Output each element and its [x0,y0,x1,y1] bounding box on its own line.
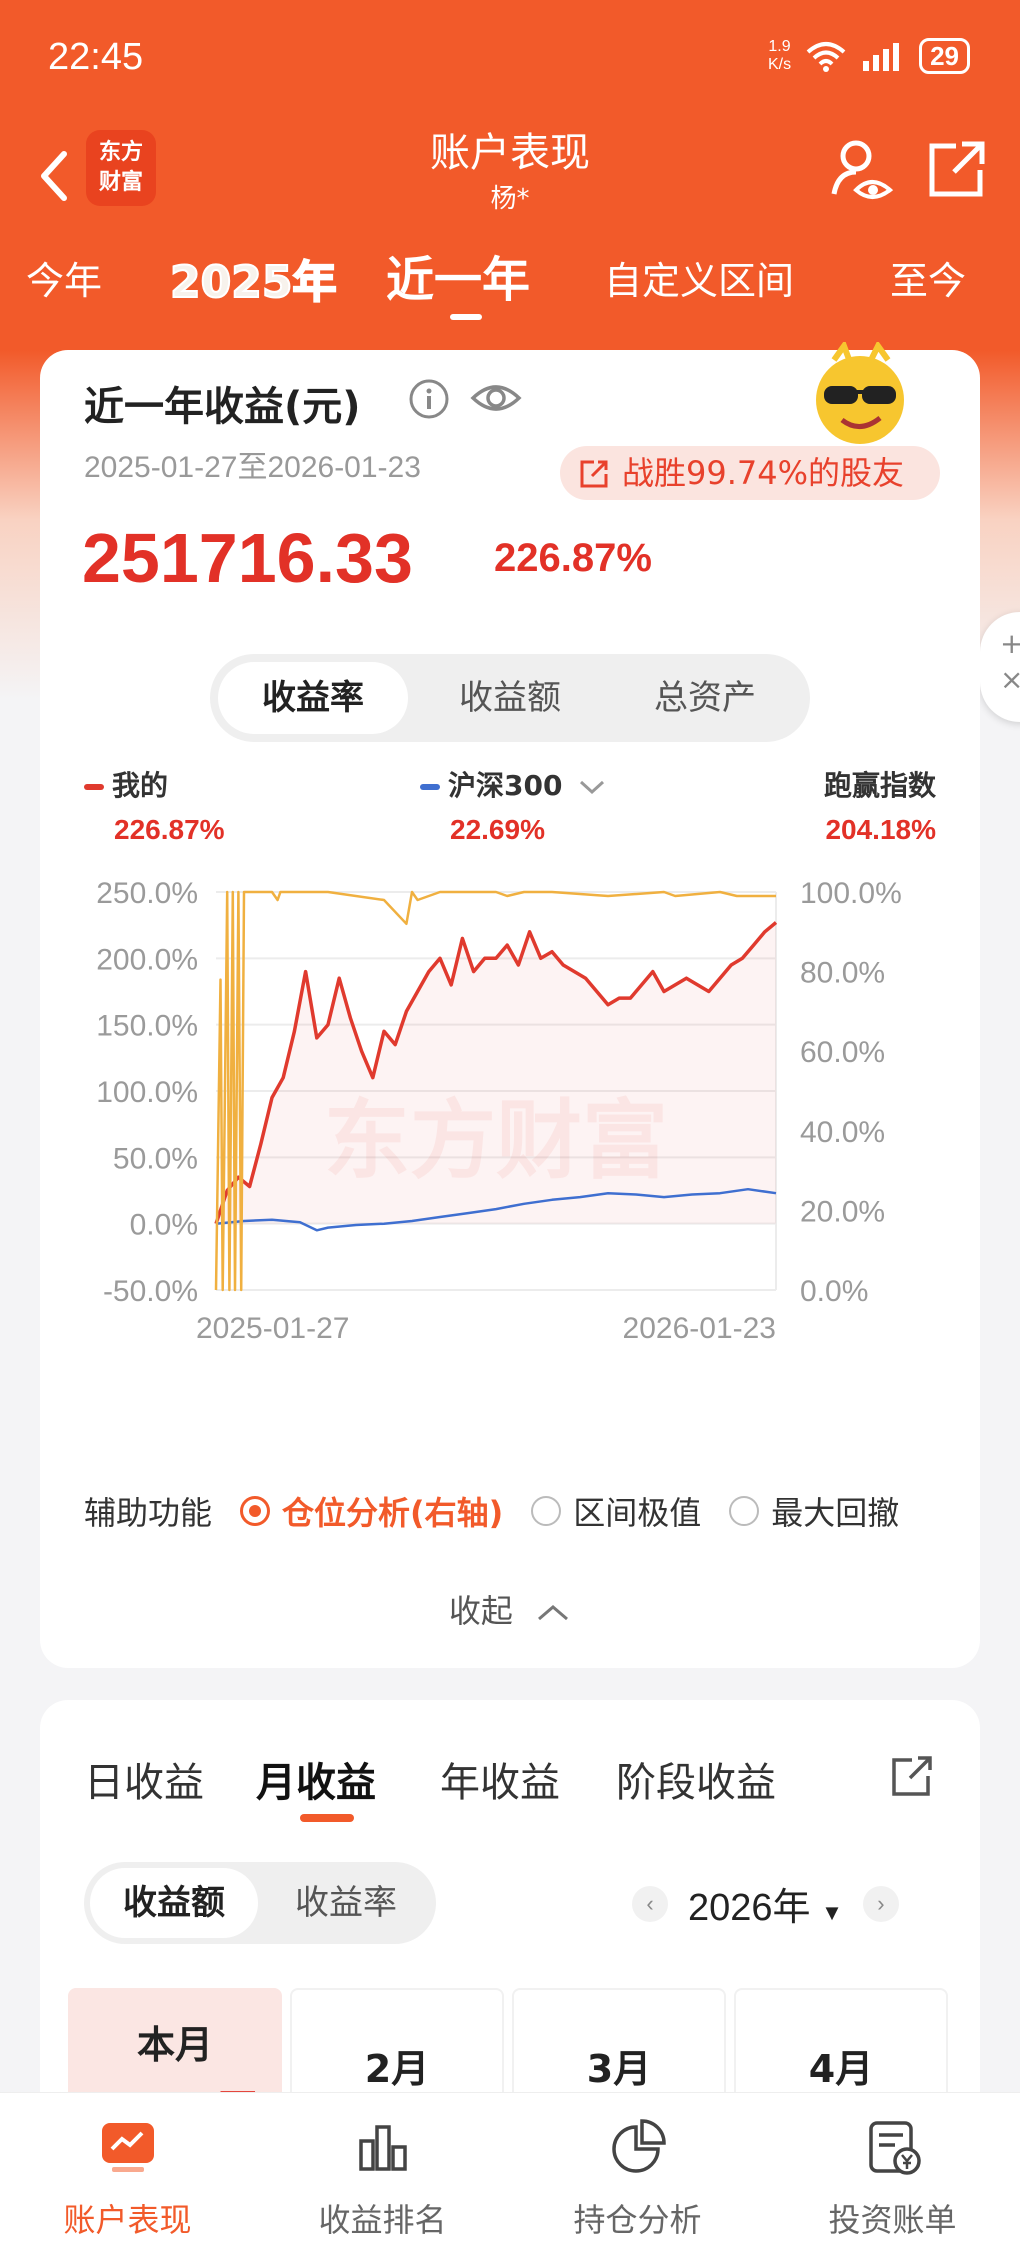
tab-custom-range[interactable]: 自定义区间 [604,259,795,303]
share-icon[interactable] [888,1752,936,1800]
series-line-position [214,890,776,1292]
segment-rate[interactable]: 收益率 [295,1883,397,1923]
aux-functions: 辅助功能 仓位分析(右轴) 区间极值 最大回撤 [84,1488,899,1534]
legend-swatch-index [420,784,440,790]
y-right-tick-label: 0.0% [800,1275,868,1308]
caret-down-icon: ▼ [821,1900,843,1925]
account-name: 杨* [490,184,530,214]
y-left-tick-label: 100.0% [96,1076,198,1109]
tab-daily-returns[interactable]: 日收益 [84,1760,204,1806]
mascot-icon [816,342,904,444]
total-profit-pct: 226.87% [494,536,652,580]
returns-segment: 收益额 收益率 [84,1862,436,1944]
nav-return-ranking[interactable]: 收益排名 [255,2093,510,2250]
aux-option-max-drawdown[interactable]: 最大回撤 [729,1488,899,1534]
aux-option-position[interactable]: 仓位分析(右轴) [240,1488,503,1534]
eye-icon[interactable] [470,376,522,420]
metric-segment: 收益率 收益额 总资产 [210,654,810,742]
bottom-navigation: 账户表现 收益排名 持仓分析 投资账单 [0,2092,1020,2250]
active-tab-indicator [450,314,482,320]
total-profit-value: 251716.33 [82,519,413,597]
legend-beat: 跑赢指数 204.18% [823,769,936,845]
y-right-tick-label: 20.0% [800,1195,885,1228]
segment-amount[interactable]: 收益额 [90,1868,258,1938]
tab-yearly-returns[interactable]: 年收益 [440,1760,560,1806]
page-title: 账户表现 [430,130,590,176]
y-left-tick-label: 0.0% [130,1209,198,1242]
chevron-up-icon [538,1605,569,1621]
info-icon[interactable] [408,378,450,420]
chevron-down-icon [580,780,605,795]
brand-logo: 东方 财富 [86,130,156,206]
return-line-chart[interactable]: 250.0% 200.0% 150.0% 100.0% 50.0% 0.0% -50.0% 1… [40,870,980,1430]
tab-this-year[interactable]: 今年 [26,259,103,303]
bill-icon [869,2121,921,2175]
y-right-tick-label: 60.0% [800,1036,885,1069]
aux-label: 辅助功能 [84,1494,213,1532]
returns-tab-indicator [300,1814,354,1822]
app-header: 东方 财富 账户表现 杨* [0,120,1020,230]
radio-unchecked-icon [531,1496,562,1526]
radio-checked-icon [240,1496,271,1526]
share-arrow-icon [580,460,608,488]
y-right-tick-label: 80.0% [800,957,885,990]
y-left-tick-label: 200.0% [96,943,198,976]
nav-account-performance[interactable]: 账户表现 [0,2093,255,2250]
back-arrow-icon[interactable] [30,136,80,216]
summary-title: 近一年收益(元) [84,384,361,430]
series-line-index [215,1187,777,1232]
prev-year-icon[interactable]: ‹ [632,1885,668,1922]
rank-badge[interactable]: 战胜99.74%的股友 [560,446,940,500]
segment-return-rate[interactable]: 收益率 [218,662,408,734]
segment-return-amount[interactable]: 收益额 [459,678,561,718]
next-year-icon[interactable]: › [862,1885,899,1922]
watermark-text: 东方财富 [324,1091,668,1191]
side-float-button[interactable]: + × [980,612,1020,722]
y-right-tick-label: 100.0% [800,877,902,910]
date-range: 2025-01-27至2026-01-23 [84,451,421,484]
nav-holdings-analysis[interactable]: 持仓分析 [510,2093,765,2250]
signal-icon [863,43,900,71]
nav-investment-bill[interactable]: 投资账单 [765,2093,1020,2250]
y-left-tick-label: -50.0% [103,1275,198,1308]
status-time: 22:45 [48,36,144,78]
share-export-icon[interactable] [922,134,992,204]
tab-to-date[interactable]: 至今 [890,259,967,303]
tab-monthly-returns[interactable]: 月收益 [256,1760,376,1806]
tab-2025[interactable]: 2025年 [169,256,337,309]
period-tabs: 今年 2025年 近一年 自定义区间 至今 [0,240,1020,330]
legend-mine: 我的 226.87% [84,764,225,846]
x-tick-label-start: 2025-01-27 [196,1312,349,1345]
series-area-mine [216,922,776,1224]
x-tick-label-end: 2026-01-23 [623,1312,776,1345]
radio-unchecked-icon [729,1496,760,1526]
y-left-tick-label: 150.0% [96,1010,198,1043]
tab-last-year[interactable]: 近一年 [386,252,531,308]
status-bar: 22:45 1.9 K/s 29 [0,0,1020,120]
pie-chart-icon [612,2119,666,2173]
y-right-tick-label: 40.0% [800,1116,885,1149]
account-view-icon[interactable] [826,134,896,204]
year-dropdown[interactable]: 2026年 ▼ [688,1887,843,1929]
year-selector: ‹ 2026年 ▼ › [632,1876,899,1931]
collapse-button[interactable]: 收起 [40,1586,980,1632]
battery-indicator: 29 [919,38,970,74]
segment-total-assets[interactable]: 总资产 [654,678,756,718]
network-speed: 1.9 K/s [767,38,792,73]
profit-summary-card: 近一年收益(元) 2025-01-27至2026-01-23 战胜99.74%的… [40,342,980,1668]
wifi-icon [806,42,846,72]
performance-chart-icon [102,2123,154,2172]
series-line-mine [214,921,778,1225]
status-icons: 1.9 K/s 29 [768,38,970,74]
legend-swatch-mine [84,784,104,790]
legend-index[interactable]: 沪深300 22.69% [420,764,607,846]
bar-chart-icon [359,2125,407,2171]
y-left-tick-label: 250.0% [96,877,198,910]
aux-option-range-extreme[interactable]: 区间极值 [531,1488,701,1534]
y-left-tick-label: 50.0% [113,1142,198,1175]
tab-period-returns[interactable]: 阶段收益 [616,1760,776,1806]
